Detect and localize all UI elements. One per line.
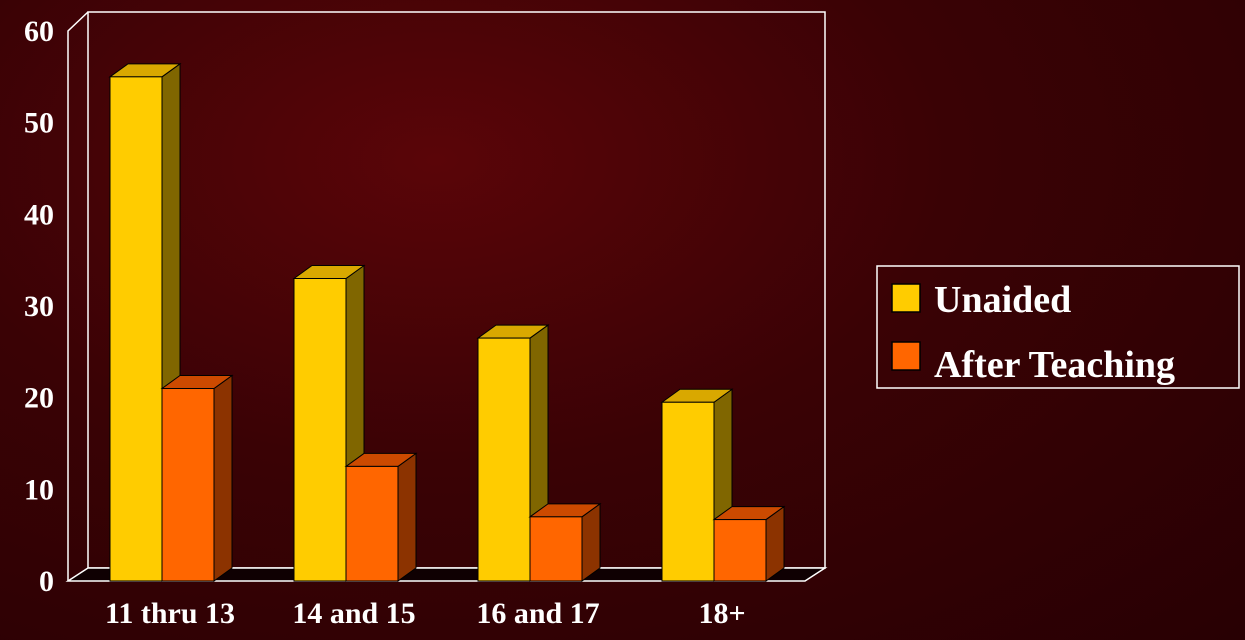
x-tick-label: 11 thru 13 [105,597,235,630]
bar-group [660,388,786,582]
bar-after-teaching [160,374,234,582]
bar-front [161,388,215,582]
legend-label-unaided: Unaided [934,279,1071,321]
y-tick-label: 30 [24,290,54,323]
bar-front [713,519,767,582]
bar-front [109,76,163,582]
bar-front [293,278,347,582]
bar-front [477,337,531,582]
y-tick-label: 50 [24,107,54,140]
legend-box [876,265,1240,389]
x-tick-label: 16 and 17 [476,597,599,630]
bar-after-teaching [344,452,418,582]
x-axis-labels: 11 thru 13 14 and 15 16 and 17 18+ [105,597,746,630]
bar-front [661,401,715,582]
bar-front [345,465,399,582]
legend-swatch-after-teaching [891,341,921,371]
x-tick-label: 14 and 15 [292,597,415,630]
plot-frame [65,11,828,582]
bar-group [108,62,234,582]
y-tick-label: 40 [24,198,54,231]
bar-after-teaching [712,505,786,582]
y-tick-label: 10 [24,473,54,506]
y-tick-label: 0 [39,565,54,598]
bars [108,62,786,582]
legend-swatch-unaided [891,283,921,313]
x-tick-label: 18+ [698,597,745,630]
legend-label-after-teaching: After Teaching [934,344,1175,386]
legend: Unaided After Teaching [876,265,1240,389]
y-tick-label: 60 [24,15,54,48]
bar-side [397,452,417,582]
bar-group [476,324,602,582]
bar-after-teaching [528,502,602,582]
bar-group [292,264,418,582]
y-tick-label: 20 [24,382,54,415]
y-axis-wall [67,11,89,581]
bar-front [529,516,583,582]
bar-side [213,374,233,582]
y-axis-ticks: 0 10 20 30 40 50 60 [24,15,54,598]
